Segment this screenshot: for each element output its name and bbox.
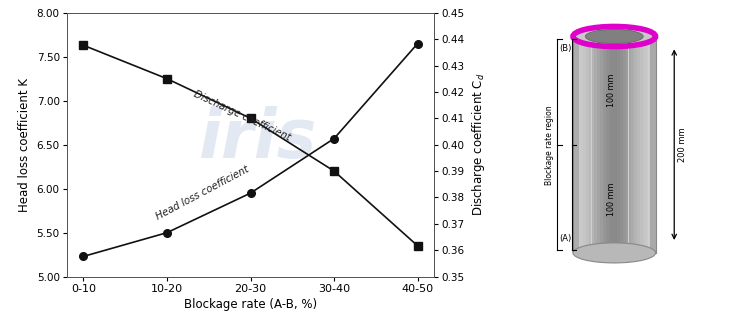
Polygon shape xyxy=(634,37,637,253)
Text: 100 mm: 100 mm xyxy=(607,74,616,107)
Polygon shape xyxy=(583,37,585,253)
Polygon shape xyxy=(651,37,654,253)
Polygon shape xyxy=(645,37,648,253)
Polygon shape xyxy=(573,37,656,253)
Y-axis label: Discharge coefficient C$_d$: Discharge coefficient C$_d$ xyxy=(470,73,487,217)
Polygon shape xyxy=(586,37,588,253)
Polygon shape xyxy=(600,37,603,253)
Ellipse shape xyxy=(585,30,643,44)
Polygon shape xyxy=(628,37,631,253)
Y-axis label: Head loss coefficient K: Head loss coefficient K xyxy=(18,78,31,212)
Polygon shape xyxy=(654,37,657,253)
Polygon shape xyxy=(623,37,625,253)
Polygon shape xyxy=(608,37,611,253)
Polygon shape xyxy=(642,37,645,253)
Polygon shape xyxy=(648,37,651,253)
Polygon shape xyxy=(588,37,591,253)
Polygon shape xyxy=(574,37,577,253)
Polygon shape xyxy=(611,37,614,253)
Polygon shape xyxy=(625,37,628,253)
Polygon shape xyxy=(591,37,594,253)
Text: 200 mm: 200 mm xyxy=(678,128,687,162)
Text: Head loss coefficient: Head loss coefficient xyxy=(154,164,251,221)
Polygon shape xyxy=(631,37,634,253)
Polygon shape xyxy=(637,37,640,253)
Text: (A): (A) xyxy=(559,234,572,243)
Polygon shape xyxy=(614,37,617,253)
Polygon shape xyxy=(617,37,620,253)
Polygon shape xyxy=(580,37,583,253)
Text: Blockage rate region: Blockage rate region xyxy=(545,105,554,184)
Text: iris: iris xyxy=(199,107,317,172)
Polygon shape xyxy=(577,37,580,253)
Text: (B): (B) xyxy=(559,44,572,53)
Polygon shape xyxy=(606,37,608,253)
Polygon shape xyxy=(597,37,600,253)
Polygon shape xyxy=(603,37,605,253)
Text: 100 mm: 100 mm xyxy=(607,182,616,216)
Polygon shape xyxy=(620,37,622,253)
Polygon shape xyxy=(571,37,574,253)
Polygon shape xyxy=(650,37,656,253)
Ellipse shape xyxy=(573,243,656,263)
Polygon shape xyxy=(640,37,642,253)
X-axis label: Blockage rate (A-B, %): Blockage rate (A-B, %) xyxy=(184,298,317,311)
Polygon shape xyxy=(573,37,579,253)
Ellipse shape xyxy=(573,26,656,46)
Polygon shape xyxy=(594,37,597,253)
Text: Discharge coefficient: Discharge coefficient xyxy=(192,89,292,142)
